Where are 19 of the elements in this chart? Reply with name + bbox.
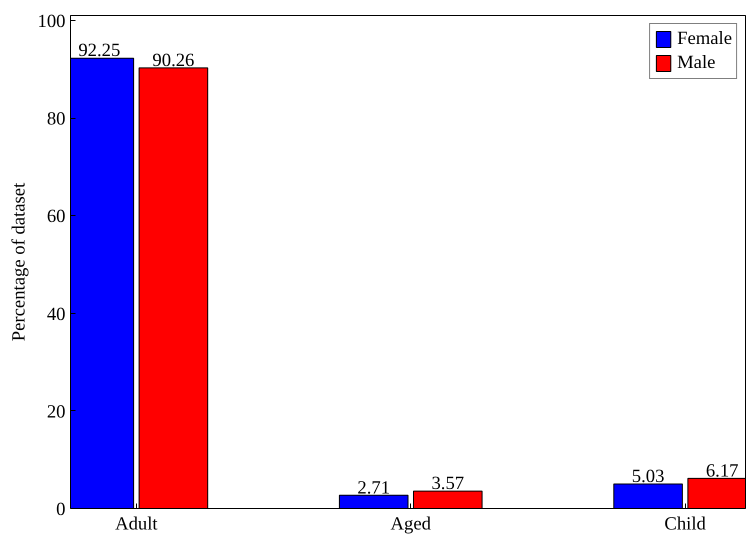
legend-label: Male (677, 52, 716, 74)
data-label: 3.57 (431, 473, 464, 494)
data-label: 92.25 (78, 40, 120, 62)
x-tick-label: Aged (390, 514, 432, 534)
y-tick-label: 80 (46, 108, 66, 130)
x-tick-label: Adult (115, 514, 158, 534)
y-tick-label: 0 (56, 499, 66, 520)
data-label: 5.03 (632, 466, 664, 487)
y-tick-label: 60 (46, 206, 66, 228)
y-axis-title: Percentage of dataset (8, 182, 30, 342)
legend-label: Female (677, 28, 732, 50)
x-tick-label: Child (664, 514, 707, 534)
data-label: 2.71 (357, 477, 390, 498)
y-tick-label: 100 (38, 10, 66, 32)
data-label: 6.17 (706, 460, 739, 482)
y-tick-label: 40 (46, 304, 66, 325)
bar (613, 483, 683, 508)
y-tick-label: 20 (46, 401, 66, 422)
data-label: 90.26 (152, 50, 194, 71)
